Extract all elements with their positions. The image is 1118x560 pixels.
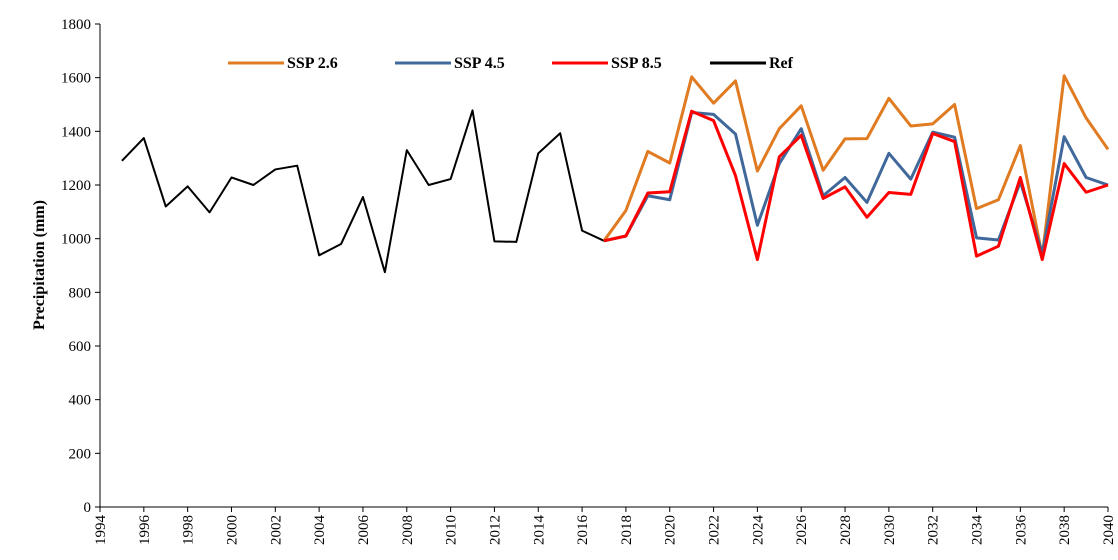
- y-tick-label: 1400: [61, 124, 91, 140]
- series-line: [121, 109, 605, 274]
- x-tick-label: 1996: [137, 515, 153, 546]
- x-tick-label: 2000: [224, 515, 240, 545]
- x-tick-label: 2002: [268, 515, 284, 545]
- x-tick-label: 2024: [750, 515, 766, 546]
- y-axis-title: Precipitation (mm): [31, 200, 48, 330]
- y-tick-label: 1000: [61, 232, 91, 248]
- x-tick-label: 2036: [1013, 515, 1029, 546]
- x-tick-label: 2004: [312, 515, 328, 546]
- legend-label: Ref: [769, 55, 794, 72]
- x-tick-label: 2038: [1057, 515, 1073, 545]
- x-tick-label: 2022: [707, 515, 723, 545]
- y-tick-label: 800: [69, 285, 92, 301]
- series-line: [603, 111, 1109, 255]
- y-tick-label: 1800: [61, 17, 91, 33]
- x-tick-label: 2030: [882, 515, 898, 545]
- x-tick-label: 2008: [400, 515, 416, 545]
- x-tick-label: 2010: [444, 515, 460, 545]
- x-tick-label: 2016: [575, 515, 591, 546]
- x-tick-label: 1998: [181, 515, 197, 545]
- x-tick-label: 2032: [926, 515, 942, 545]
- y-tick-label: 200: [69, 446, 92, 462]
- x-tick-label: 2040: [1101, 515, 1117, 545]
- y-tick-label: 400: [69, 393, 92, 409]
- x-tick-label: 2018: [619, 515, 635, 545]
- x-tick-label: 2026: [794, 515, 810, 546]
- x-tick-label: 2012: [487, 515, 503, 545]
- legend-label: SSP 2.6: [287, 55, 338, 72]
- legend-label: SSP 4.5: [454, 55, 505, 72]
- y-tick-label: 0: [84, 500, 92, 516]
- series-line: [602, 74, 1110, 258]
- x-tick-label: 1994: [93, 515, 109, 546]
- y-tick-label: 1200: [61, 178, 91, 194]
- x-tick-label: 2028: [838, 515, 854, 545]
- series-line: [603, 109, 1109, 262]
- y-tick-label: 1600: [61, 71, 91, 87]
- x-tick-label: 2006: [356, 515, 372, 546]
- y-tick-label: 600: [69, 339, 92, 355]
- legend-label: SSP 8.5: [611, 55, 662, 72]
- x-tick-label: 2034: [970, 515, 986, 546]
- x-tick-label: 2020: [663, 515, 679, 545]
- x-tick-label: 2014: [531, 515, 547, 546]
